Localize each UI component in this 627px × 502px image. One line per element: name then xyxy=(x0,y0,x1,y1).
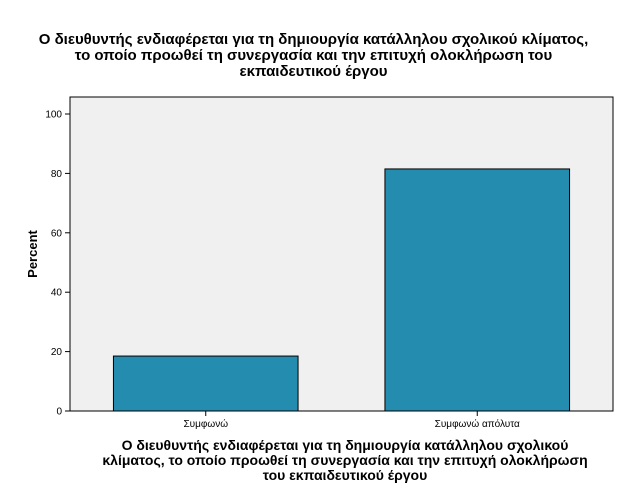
x-axis-title-line: Ο διευθυντής ενδιαφέρεται για τη δημιουρ… xyxy=(121,437,569,453)
y-tick-label: 60 xyxy=(51,228,63,239)
x-tick-label: Συμφωνώ xyxy=(183,418,228,430)
bars xyxy=(112,168,571,412)
y-axis-label: Percent xyxy=(25,229,40,277)
chart-title-line: εκπαιδευτικού έργου xyxy=(239,63,388,80)
y-tick-label: 40 xyxy=(51,288,63,299)
bar xyxy=(112,355,299,412)
y-tick-label: 0 xyxy=(56,407,62,418)
y-axis: 0 20 40 60 80 100 xyxy=(45,110,70,418)
x-tick-label: Συμφωνώ απόλυτα xyxy=(435,418,520,430)
x-axis-title-line: του εκπαιδευτικού έργου xyxy=(262,467,428,483)
chart-title-line: Ο διευθυντής ενδιαφέρεται για τη δημιουρ… xyxy=(38,31,589,48)
bar xyxy=(384,168,571,412)
x-axis: Συμφωνώ Συμφωνώ απόλυτα xyxy=(183,411,520,430)
y-tick-label: 20 xyxy=(51,347,63,358)
y-tick-label: 80 xyxy=(51,169,63,180)
chart-title-line: το οποίο προωθεί τη συνεργασία και την ε… xyxy=(74,47,553,64)
x-axis-title: Ο διευθυντής ενδιαφέρεται για τη δημιουρ… xyxy=(70,438,620,483)
y-tick-label: 100 xyxy=(45,110,62,121)
chart-title: Ο διευθυντής ενδιαφέρεται για τη δημιουρ… xyxy=(0,32,627,80)
x-axis-title-line: κλίματος, το οποίο προωθεί τη συνεργασία… xyxy=(102,452,588,468)
